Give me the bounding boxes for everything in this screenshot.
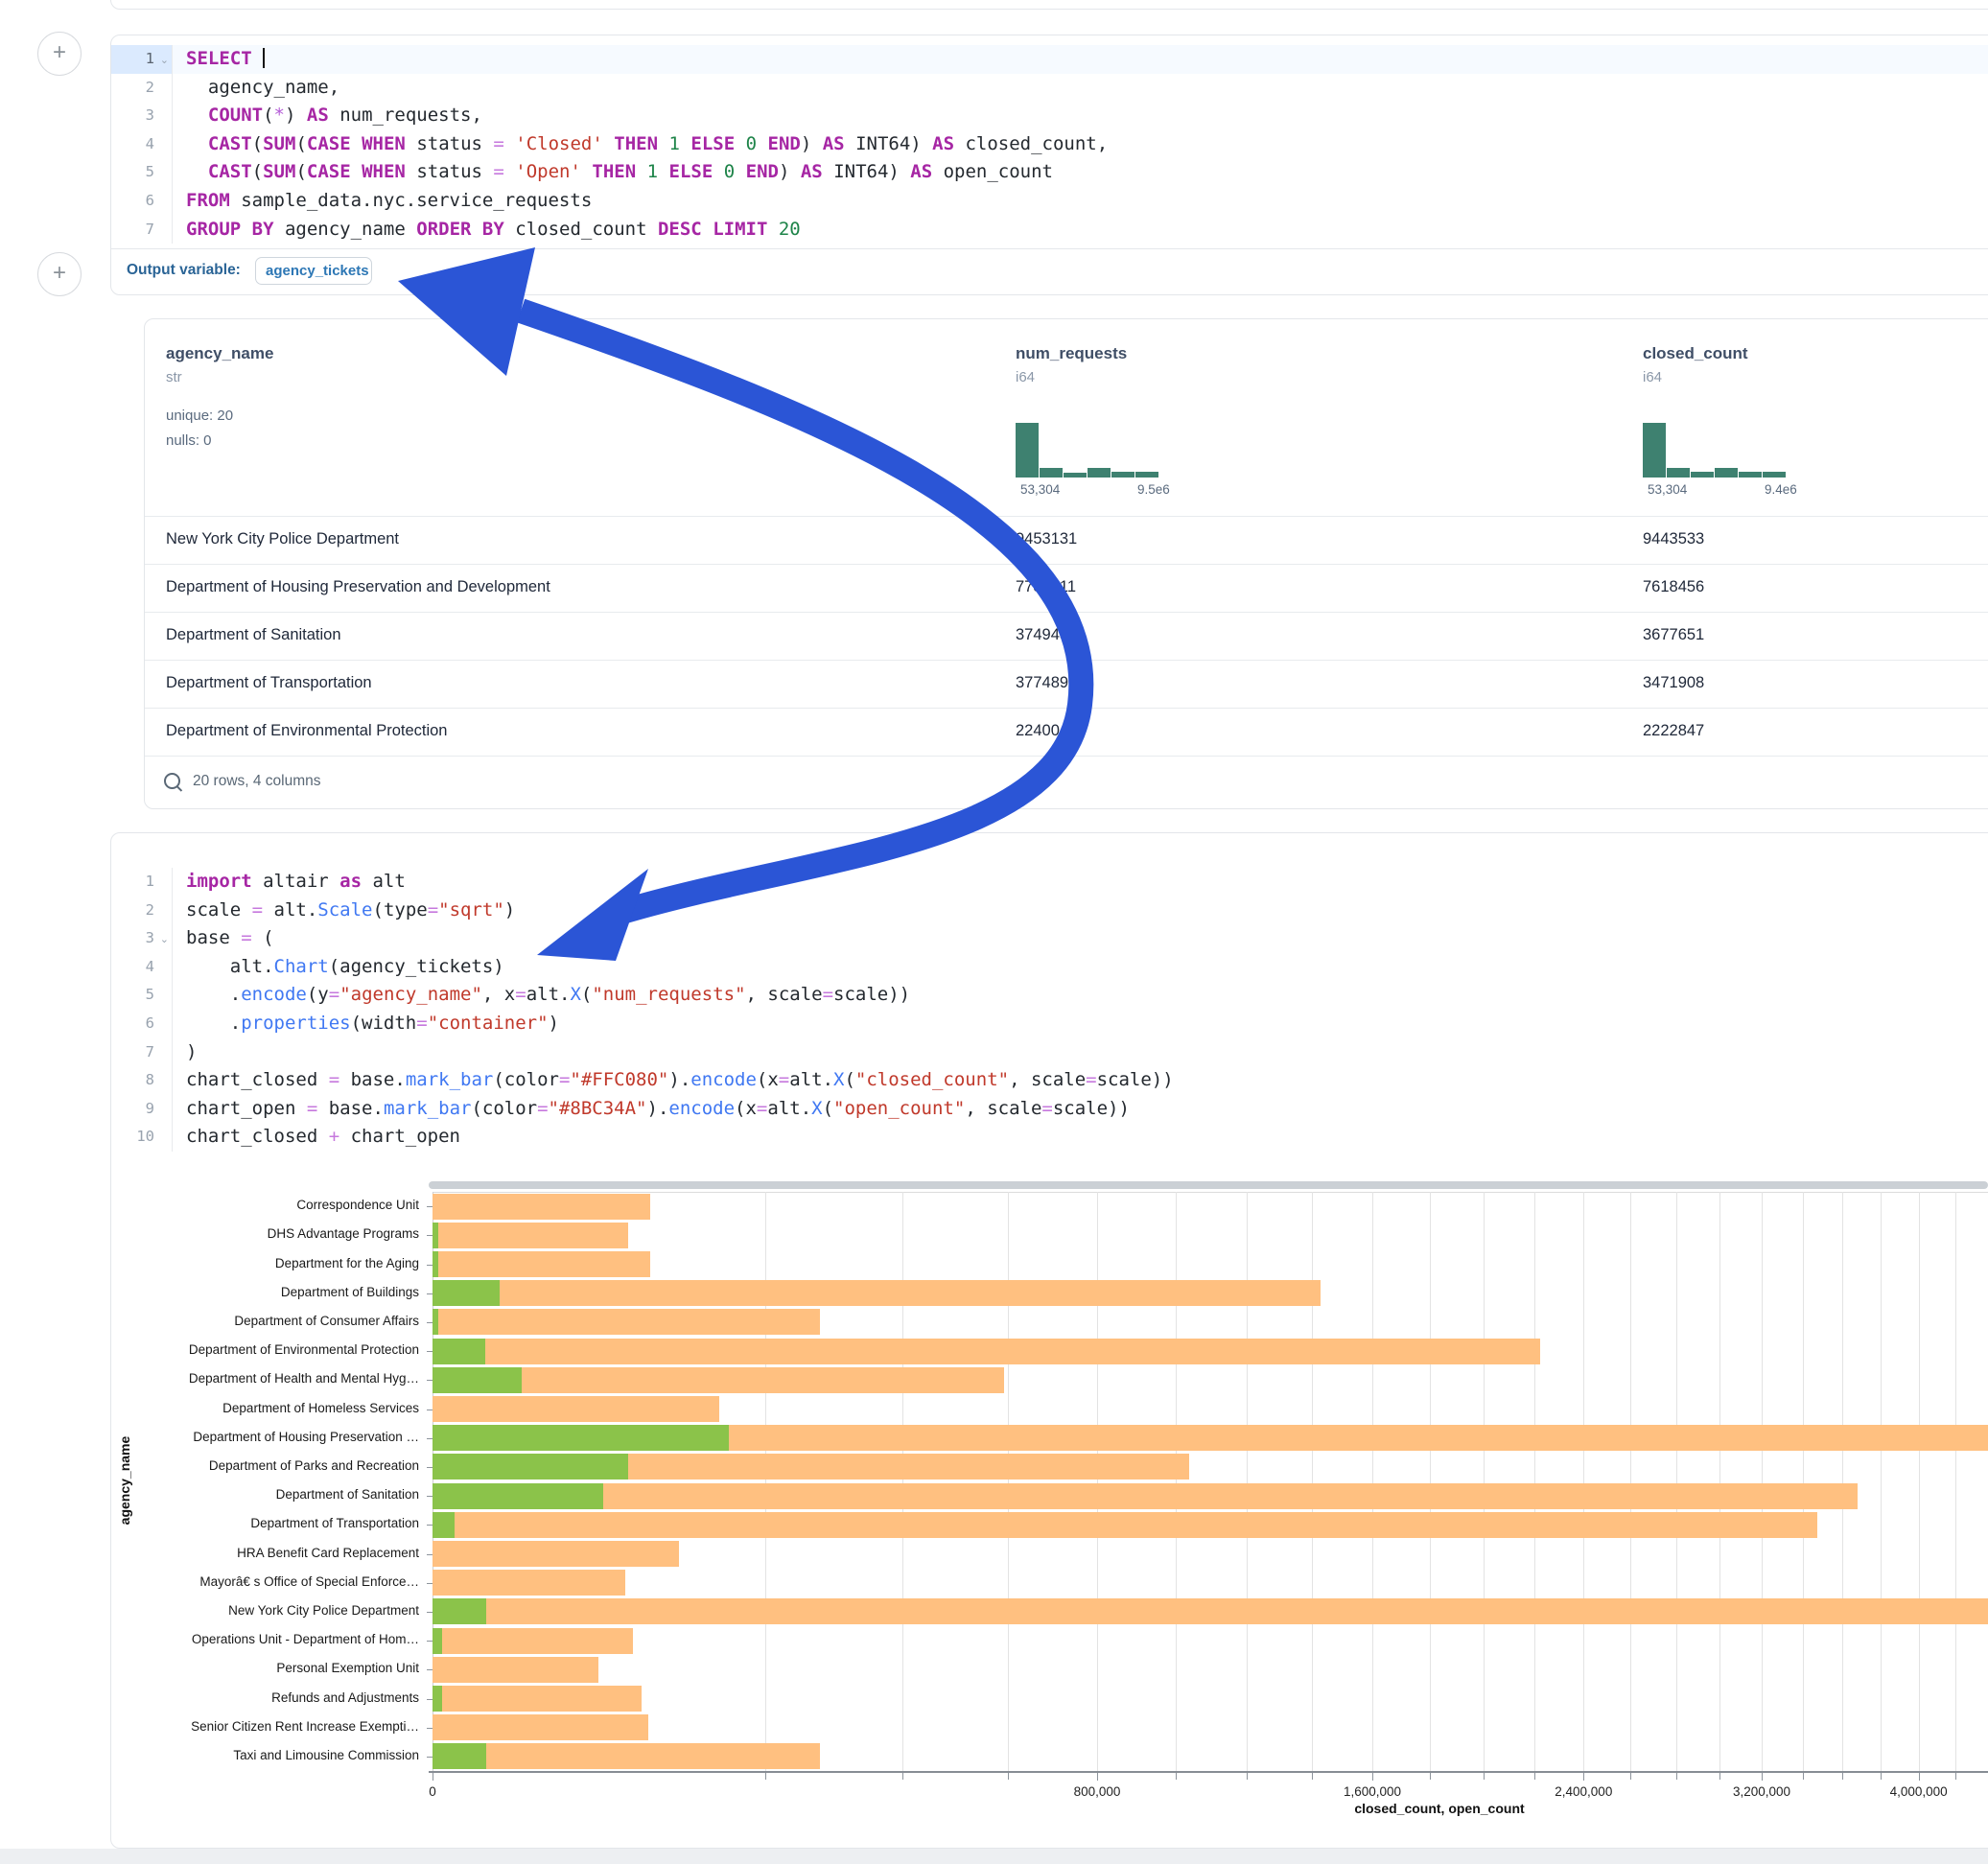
- line-number: 6: [145, 191, 154, 209]
- table-cell: 7618456: [1643, 578, 1705, 595]
- code-line[interactable]: 9 chart_open = base.mark_bar(color="#8BC3…: [111, 1094, 1988, 1124]
- histogram-bar: [1135, 472, 1158, 478]
- code-line[interactable]: 7): [111, 1037, 1988, 1067]
- table-cell: 3749485: [1016, 626, 1078, 643]
- python-cell-card: 1 import altair as alt 2 scale = alt.Scale(…: [110, 832, 1988, 1849]
- table-cell: 9443533: [1643, 530, 1705, 548]
- line-number: 1: [145, 873, 154, 890]
- table-cell: 9453131: [1016, 530, 1078, 548]
- column-stat-unique: unique: 20: [166, 408, 234, 424]
- column-header-num-requests: num_requests: [1016, 344, 1128, 362]
- page-bottom-strip: [0, 1849, 1988, 1864]
- column-header-closed-count: closed_count: [1643, 344, 1748, 362]
- python-code-editor[interactable]: 1 import altair as alt 2 scale = alt.Scale(…: [111, 868, 1988, 1152]
- column-header-agency-name: agency_name: [166, 344, 274, 362]
- table-cell: 2222847: [1643, 722, 1705, 739]
- code-line[interactable]: 4 CAST(SUM(CASE WHEN status = 'Closed' T…: [111, 129, 1988, 159]
- histogram-bar: [1763, 472, 1786, 478]
- histogram-min-label: 53,304: [1020, 482, 1061, 497]
- histogram-bar: [1064, 473, 1087, 478]
- code-line[interactable]: 10 chart_closed + chart_open: [111, 1123, 1988, 1152]
- output-variable-label: Output variable:: [127, 262, 241, 278]
- table-cell: Department of Sanitation: [166, 626, 341, 643]
- line-number: 3: [145, 106, 154, 125]
- code-line[interactable]: 3 ⌄ base = (: [111, 924, 1988, 953]
- line-number: 4: [145, 957, 154, 975]
- table-footer: 20 rows, 4 columns: [145, 756, 1988, 810]
- line-number: 4: [145, 134, 154, 152]
- code-line[interactable]: 5 .encode(y="agency_name", x=alt.X("num_…: [111, 981, 1988, 1010]
- code-line[interactable]: 6 .properties(width="container"): [111, 1009, 1988, 1038]
- histogram-min-label: 53,304: [1648, 482, 1688, 497]
- table-summary: 20 rows, 4 columns: [193, 773, 321, 789]
- table-cell: 3677651: [1643, 626, 1705, 643]
- line-number: 7: [145, 1042, 154, 1060]
- table-row[interactable]: New York City Police Department 9453131 94…: [145, 516, 1988, 565]
- sql-code-editor[interactable]: 1 ⌄ SELECT 2 agency_name, 3 COUNT(*) AS num…: [111, 45, 1988, 245]
- histogram-closed-count: [1643, 402, 1787, 478]
- code-line[interactable]: 6 FROM sample_data.nyc.service_requests: [111, 186, 1988, 216]
- histogram-bar: [1016, 423, 1039, 478]
- table-cell: Department of Housing Preservation and D…: [166, 578, 550, 595]
- histogram-bar: [1040, 468, 1063, 478]
- line-number: 7: [145, 220, 154, 238]
- histogram-bar: [1111, 472, 1134, 478]
- line-number: 2: [145, 900, 154, 919]
- histogram-bar: [1088, 468, 1111, 478]
- line-number: 2: [145, 78, 154, 96]
- sql-cell-footer: Output variable: agency_tickets: [111, 248, 1988, 297]
- histogram-bar: [1739, 472, 1762, 478]
- table-cell: New York City Police Department: [166, 530, 400, 548]
- table-row[interactable]: Department of Environmental Protection 22…: [145, 708, 1988, 757]
- histogram-max-label: 9.4e6: [1765, 482, 1797, 497]
- line-number: 1 ⌄: [111, 45, 172, 74]
- table-cell: Department of Transportation: [166, 674, 372, 691]
- line-number: 8: [145, 1071, 154, 1089]
- histogram-bar: [1643, 423, 1666, 478]
- fold-chevron-icon[interactable]: ⌄: [159, 54, 169, 66]
- histogram-max-label: 9.5e6: [1137, 482, 1170, 497]
- histogram-bar: [1715, 468, 1738, 478]
- code-line[interactable]: 7 GROUP BY agency_name ORDER BY closed_co…: [111, 215, 1988, 245]
- code-line[interactable]: 2 scale = alt.Scale(type="sqrt"): [111, 896, 1988, 925]
- table-row[interactable]: Department of Transportation 3774892 34719…: [145, 660, 1988, 709]
- add-cell-button-middle[interactable]: +: [37, 252, 82, 296]
- code-line[interactable]: 1 ⌄ SELECT: [111, 45, 1988, 74]
- output-variable-input[interactable]: agency_tickets: [255, 257, 372, 285]
- sql-cell-card: 1 ⌄ SELECT 2 agency_name, 3 COUNT(*) AS num…: [110, 35, 1988, 295]
- column-type-closed-count: i64: [1643, 369, 1663, 385]
- text-cursor: [263, 48, 266, 68]
- previous-cell-card: [110, 0, 1988, 10]
- histogram-bar: [1667, 468, 1690, 478]
- add-cell-button-top[interactable]: +: [37, 32, 82, 76]
- line-number: 5: [145, 163, 154, 181]
- table-preview-card: agency_name str unique: 20 nulls: 0 num_…: [144, 318, 1988, 809]
- table-cell: 3471908: [1643, 674, 1705, 691]
- line-number: 5: [145, 986, 154, 1004]
- table-cell: 7782211: [1016, 578, 1077, 595]
- column-type-num-requests: i64: [1016, 369, 1036, 385]
- table-cell: 2240041: [1016, 722, 1078, 739]
- table-row[interactable]: Department of Sanitation 3749485 3677651: [145, 612, 1988, 661]
- table-cell: Department of Environmental Protection: [166, 722, 448, 739]
- code-line[interactable]: 8 chart_closed = base.mark_bar(color="#FF…: [111, 1066, 1988, 1095]
- line-number: 9: [145, 1099, 154, 1117]
- fold-chevron-icon[interactable]: ⌄: [159, 933, 169, 946]
- line-number: 3 ⌄: [111, 924, 172, 953]
- table-cell: 3774892: [1016, 674, 1078, 691]
- code-line[interactable]: 5 CAST(SUM(CASE WHEN status = 'Open' THE…: [111, 158, 1988, 187]
- code-line[interactable]: 4 alt.Chart(agency_tickets): [111, 952, 1988, 982]
- table-row[interactable]: Department of Housing Preservation and D…: [145, 564, 1988, 613]
- search-icon[interactable]: [164, 773, 180, 789]
- column-type-agency-name: str: [166, 369, 182, 385]
- code-line[interactable]: 3 COUNT(*) AS num_requests,: [111, 102, 1988, 130]
- histogram-num-requests: [1016, 402, 1159, 478]
- histogram-bar: [1691, 472, 1714, 478]
- code-line[interactable]: 1 import altair as alt: [111, 868, 1988, 897]
- code-line[interactable]: 2 agency_name,: [111, 73, 1988, 103]
- line-number: 10: [136, 1128, 154, 1146]
- column-stat-nulls: nulls: 0: [166, 432, 212, 449]
- line-number: 6: [145, 1014, 154, 1032]
